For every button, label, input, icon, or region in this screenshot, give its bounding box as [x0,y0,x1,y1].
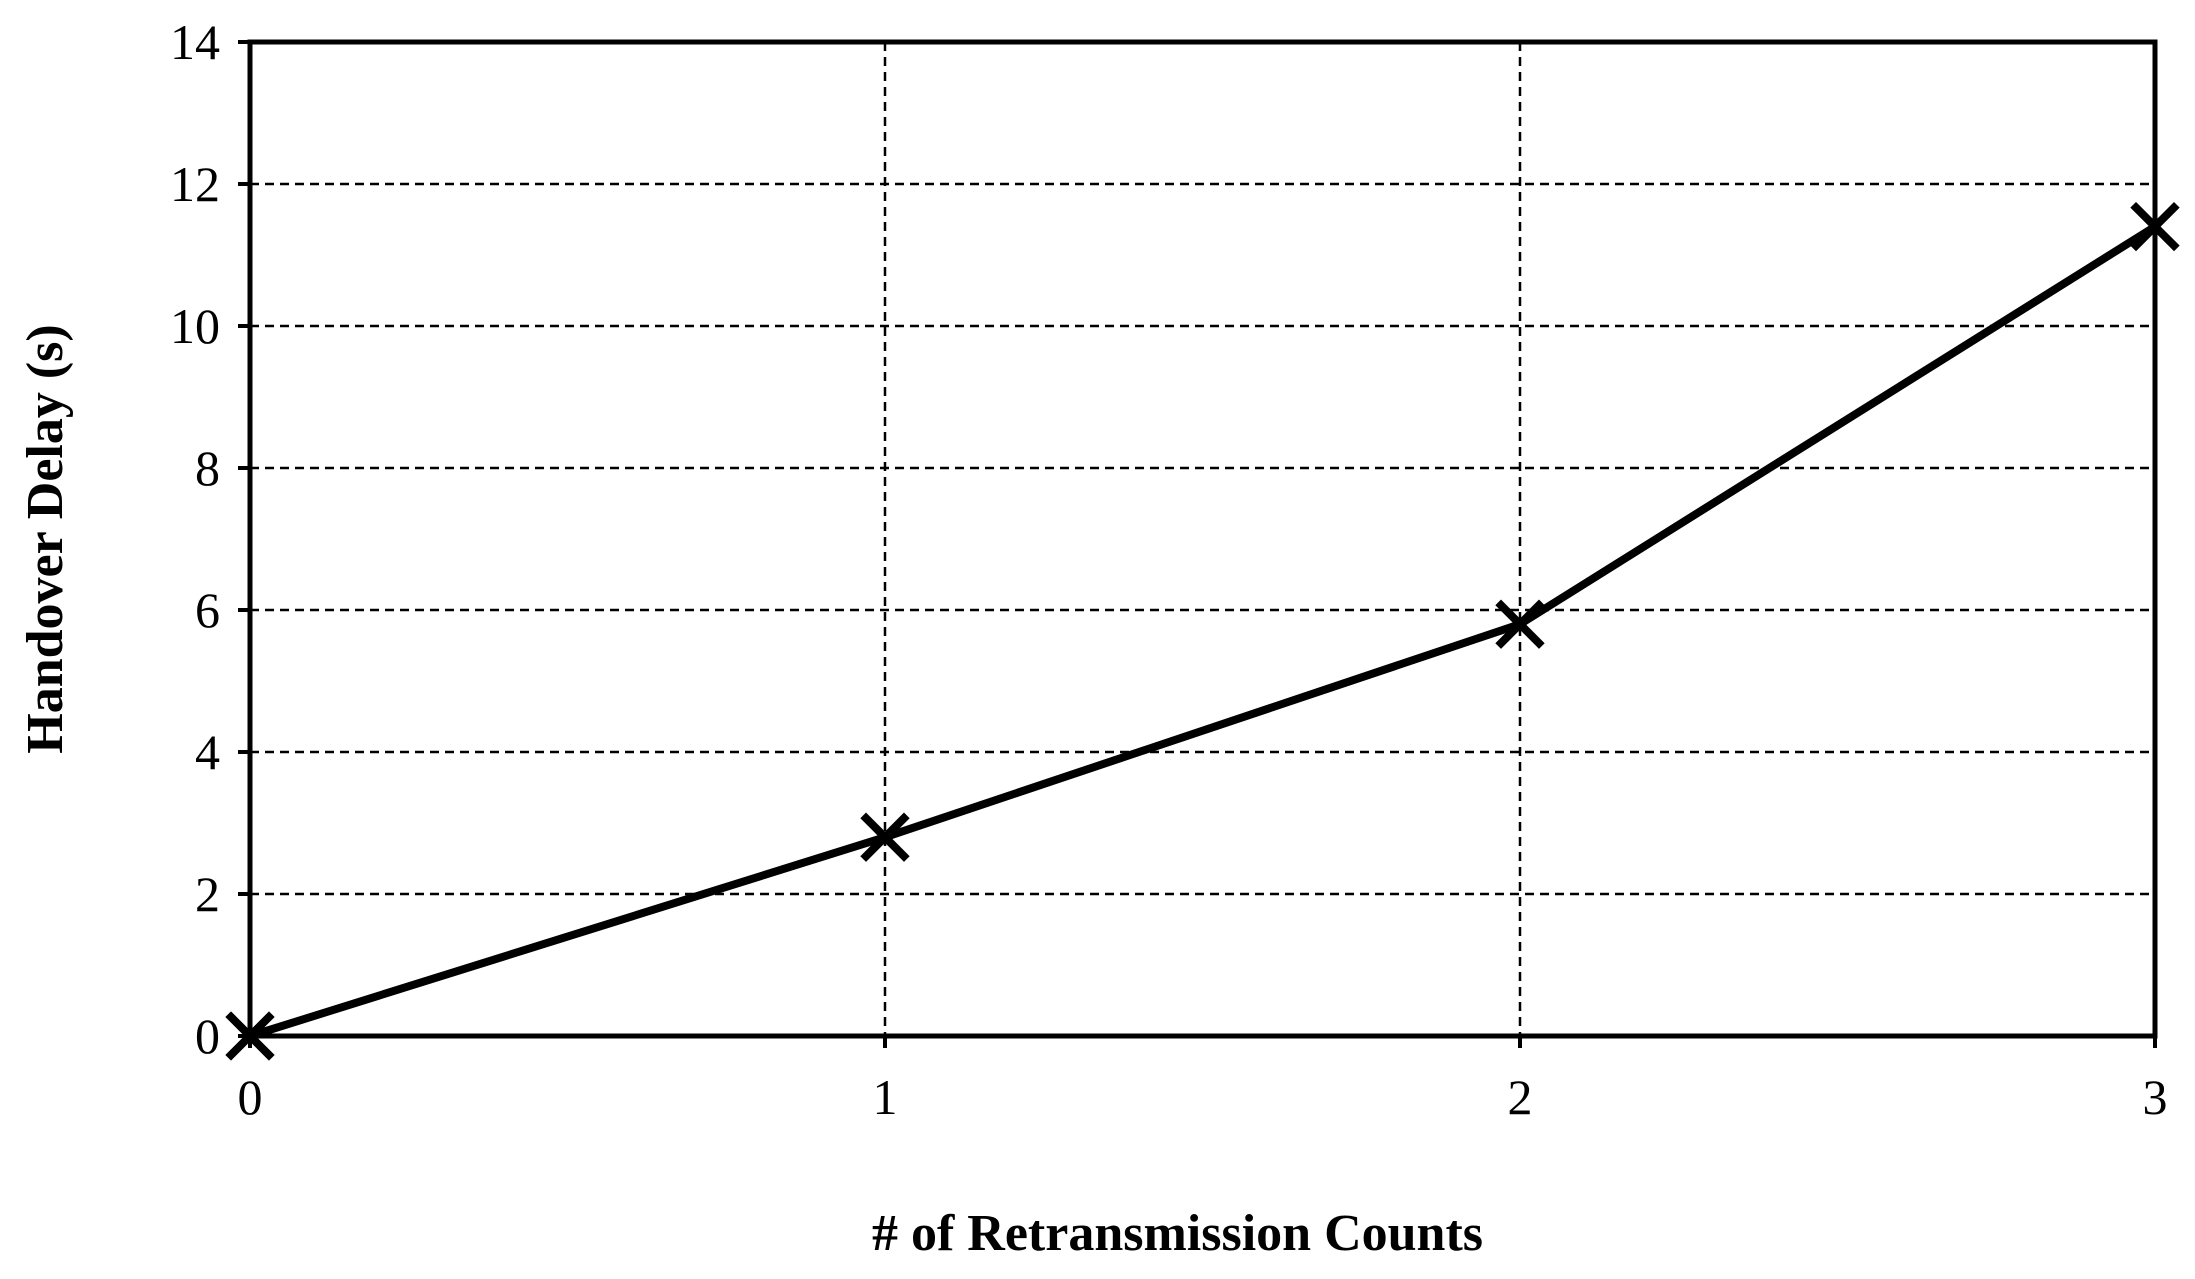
y-axis-label: Handover Delay (s) [17,324,74,753]
y-tick-label: 14 [170,14,220,70]
y-tick-label: 12 [170,156,220,212]
x-axis-label: # of Retransmission Counts [872,1205,1483,1262]
series-group [225,201,2180,1061]
y-tick-label: 8 [195,440,220,496]
data-point-marker [225,1011,275,1061]
series-line [246,222,2159,1040]
y-axis-ticks: 0 2 4 6 8 10 12 14 [170,14,250,1064]
y-tick-label: 10 [170,298,220,354]
x-tick-label: 1 [873,1069,898,1125]
y-tick-label: 4 [195,724,220,780]
x-tick-label: 2 [1508,1069,1533,1125]
y-tick-label: 6 [195,582,220,638]
data-point-marker [1495,599,1545,649]
plot-area-frame [247,39,2158,1039]
grid-lines [250,42,2155,1036]
x-axis-ticks: 0 1 2 3 [238,1036,2168,1125]
y-tick-label: 2 [195,866,220,922]
y-tick-label: 0 [195,1008,220,1064]
x-tick-label: 3 [2143,1069,2168,1125]
data-point-marker [2130,201,2180,252]
x-tick-label: 0 [238,1069,263,1125]
data-point-marker [860,812,910,862]
